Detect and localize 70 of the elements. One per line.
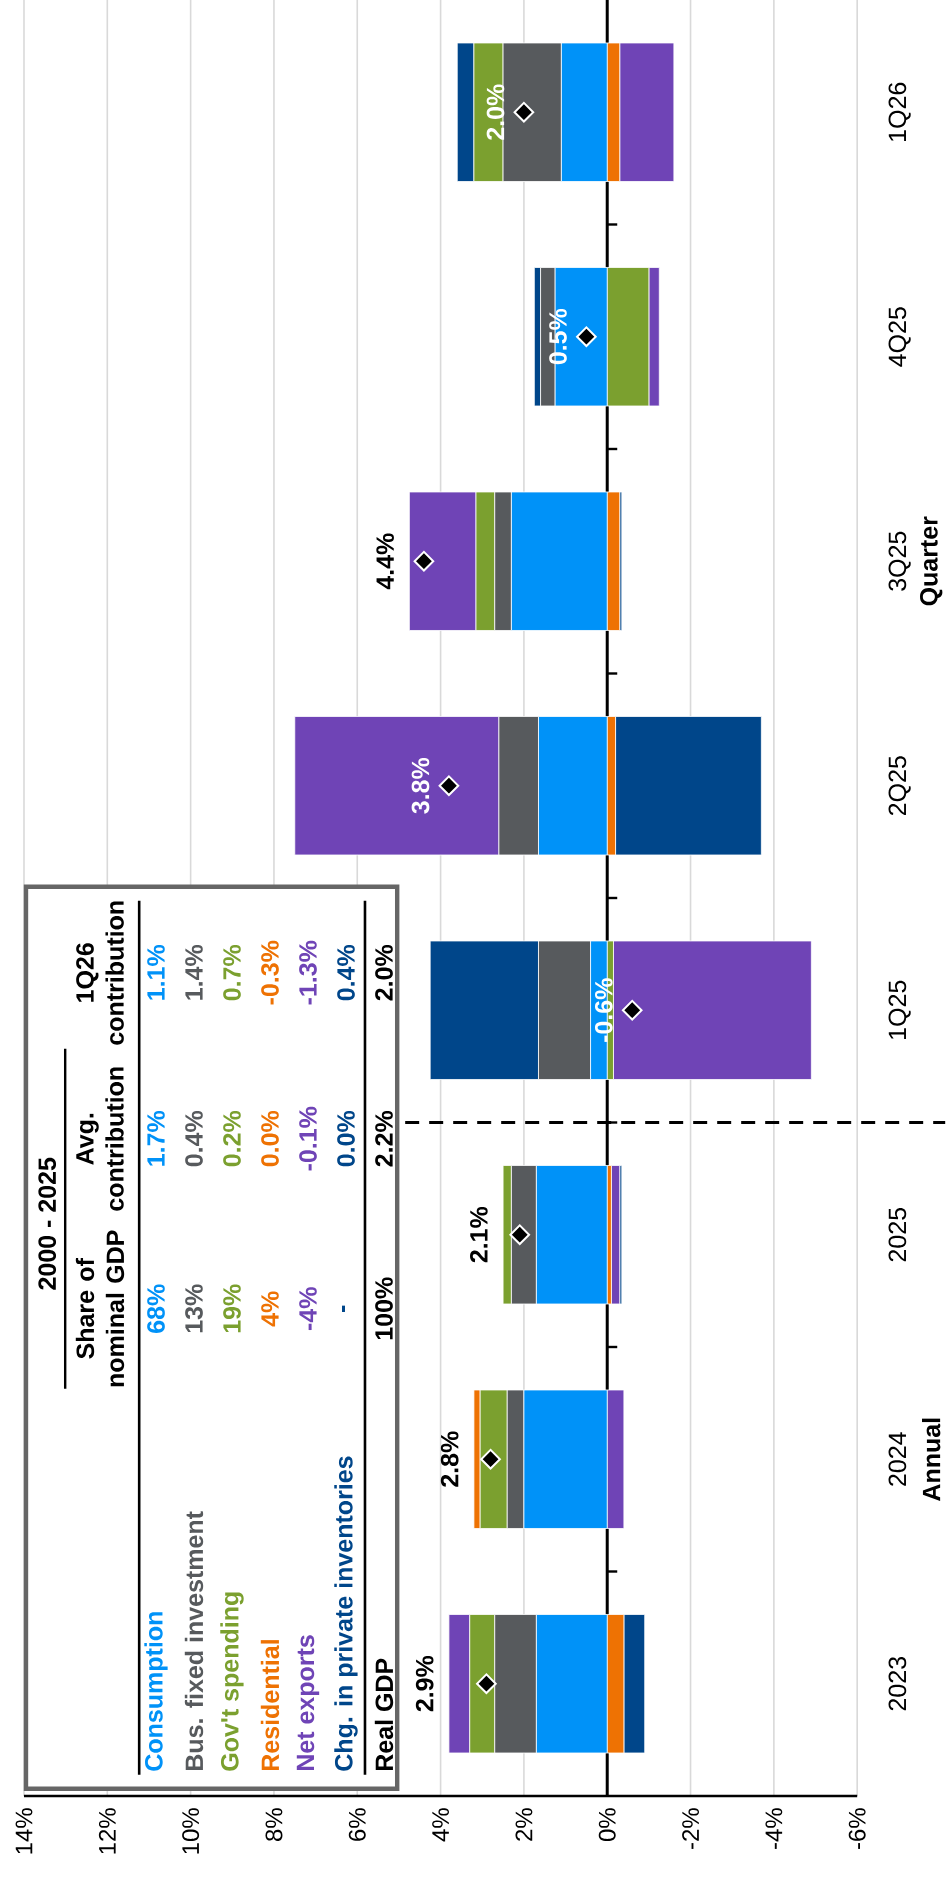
text: Residential bbox=[260, 1640, 280, 1771]
annotation: 100% bbox=[375, 1277, 393, 1340]
annotation: 19% bbox=[223, 1284, 241, 1333]
point bbox=[513, 101, 535, 123]
text: Gov't spending bbox=[220, 1592, 244, 1771]
annotation: 2.0% bbox=[375, 944, 393, 1001]
x-tick-label: -2% bbox=[682, 1808, 699, 1849]
bar bbox=[612, 940, 812, 1080]
annotation: 2.2% bbox=[375, 1110, 393, 1167]
annotation: 0.4% bbox=[185, 1110, 203, 1167]
data-label: -0.6% bbox=[594, 978, 613, 1042]
annotation: - bbox=[341, 1305, 345, 1312]
text: Chg. in private inventories bbox=[334, 1456, 358, 1771]
x-tick-label: 14% bbox=[15, 1808, 33, 1854]
annotation: 0.4% bbox=[337, 944, 355, 1001]
x-tick-label: 4% bbox=[432, 1808, 449, 1842]
y-tick-label: 3Q25 bbox=[888, 531, 911, 591]
annotation: 1Q26 contribution bbox=[76, 901, 124, 1045]
point bbox=[621, 999, 643, 1021]
point bbox=[475, 1673, 497, 1695]
x-tick-label: -6% bbox=[848, 1808, 866, 1849]
data-label: 2.1% bbox=[469, 1206, 488, 1263]
text: Bus. fixed investment bbox=[184, 1511, 204, 1771]
annotation: Share of nominal GDP bbox=[75, 1230, 125, 1387]
data-label: 2.9% bbox=[415, 1655, 434, 1712]
annotation: 0.7% bbox=[223, 944, 241, 1001]
annotation: 1.1% bbox=[147, 944, 165, 1000]
annotation: -0.3% bbox=[261, 940, 279, 1005]
x-tick-label: 6% bbox=[348, 1808, 366, 1841]
y-tick-label: 1Q26 bbox=[888, 82, 911, 141]
annotation: -0.1% bbox=[299, 1106, 317, 1171]
y-tick-label: 2024 bbox=[888, 1432, 907, 1486]
annotation: Avg. contribution bbox=[76, 1067, 124, 1211]
data-label: 2.8% bbox=[440, 1431, 459, 1487]
y-tick-label: 2Q25 bbox=[888, 756, 911, 816]
y-tick-label: 1Q25 bbox=[888, 980, 911, 1039]
data-label: 0.5% bbox=[549, 308, 567, 365]
annotation: 68% bbox=[147, 1284, 165, 1333]
y-tick-label: 2025 bbox=[888, 1207, 907, 1262]
data-label: 2.0% bbox=[486, 84, 505, 140]
data-label: 3.8% bbox=[411, 757, 430, 814]
annotation: -1.3% bbox=[299, 940, 317, 1005]
point bbox=[575, 326, 597, 348]
x-tick-label: 0% bbox=[598, 1808, 616, 1842]
data-label: 4.4% bbox=[376, 533, 394, 590]
point bbox=[509, 1224, 530, 1246]
annotation: 4% bbox=[261, 1291, 279, 1327]
annotation: 1.7% bbox=[147, 1110, 165, 1166]
x-tick-label: 8% bbox=[265, 1808, 283, 1841]
annotation: 0.0% bbox=[261, 1110, 279, 1167]
text: Net exports bbox=[296, 1635, 320, 1771]
point bbox=[438, 775, 460, 797]
point bbox=[413, 550, 435, 572]
annotation: 0.0% bbox=[337, 1110, 355, 1167]
x-tick-label: 12% bbox=[98, 1808, 116, 1854]
text: Consumption bbox=[144, 1612, 168, 1771]
text: Annual bbox=[921, 1418, 941, 1501]
x-tick-label: -4% bbox=[765, 1808, 783, 1849]
text: Real GDP bbox=[374, 1658, 394, 1771]
x-tick-label: 10% bbox=[182, 1808, 200, 1854]
annotation: 2000 - 2025 bbox=[38, 1157, 56, 1290]
point bbox=[480, 1448, 501, 1470]
text: Quarter bbox=[919, 516, 943, 606]
x-tick-label: 2% bbox=[515, 1808, 533, 1841]
annotation: 1.4% bbox=[185, 944, 203, 1000]
annotation: -4% bbox=[299, 1287, 317, 1331]
y-tick-label: 2023 bbox=[888, 1657, 907, 1711]
y-tick-label: 4Q25 bbox=[888, 307, 911, 367]
annotation: 13% bbox=[185, 1284, 203, 1333]
annotation: 0.2% bbox=[223, 1110, 241, 1167]
